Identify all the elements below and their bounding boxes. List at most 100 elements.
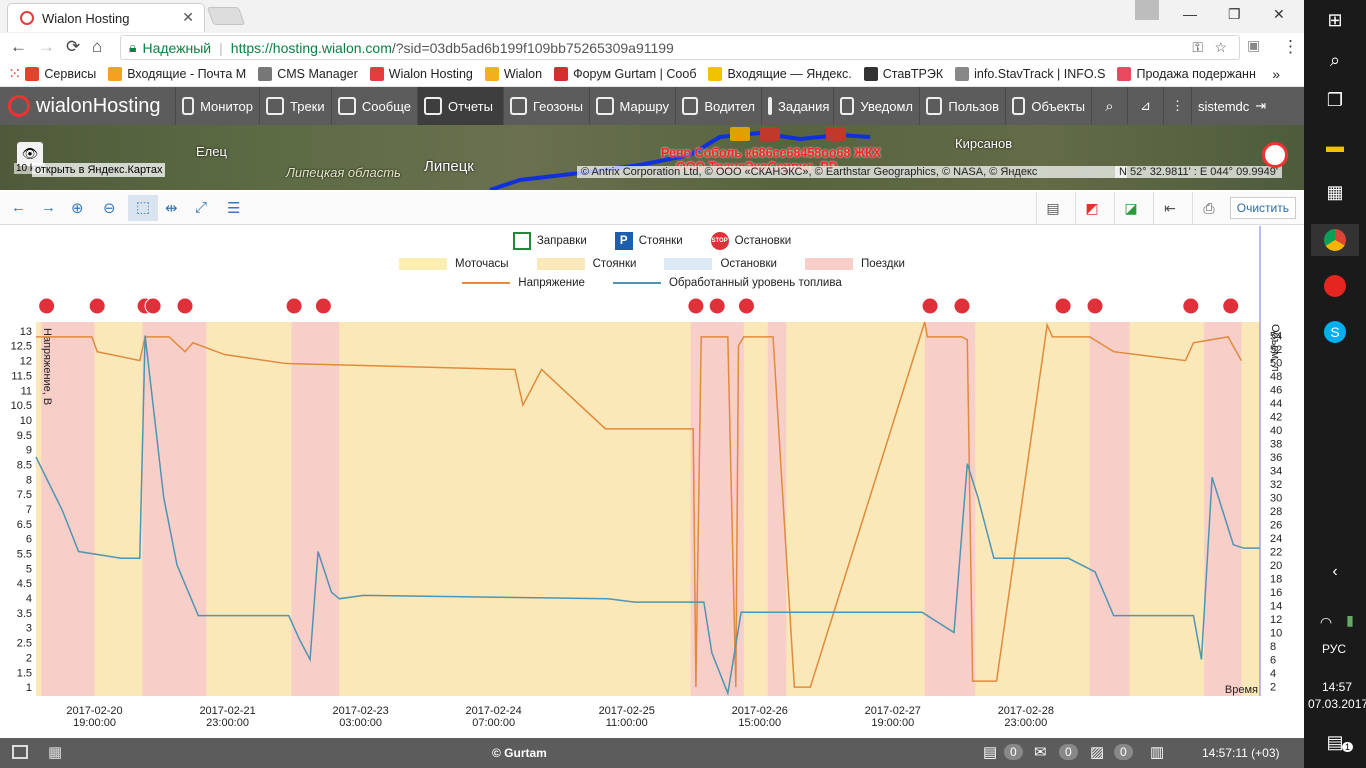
legend-fuel[interactable]: Заправки [512, 232, 587, 250]
apps-grid-icon[interactable]: ⁙ [8, 66, 22, 83]
x-zoom-icon[interactable]: ⇹ [165, 200, 178, 217]
settings-button[interactable]: ⋮ [1164, 87, 1192, 125]
messages-icon[interactable]: ▤ [983, 744, 998, 761]
stop-marker-icon[interactable] [708, 297, 726, 315]
task-view-icon[interactable]: ❐ [1326, 89, 1344, 110]
stop-marker-icon[interactable] [1182, 297, 1200, 315]
nav-item[interactable]: Монитор [176, 87, 260, 125]
export-xls-icon[interactable]: ◪ [1114, 192, 1147, 225]
minimize-icon[interactable]: — [1183, 6, 1197, 22]
search-icon[interactable]: ⌕ [1329, 49, 1341, 70]
legend-parking[interactable]: P Стоянки [614, 232, 683, 250]
logout-icon[interactable]: ⇥ [1255, 98, 1267, 113]
fit-icon[interactable]: ⤢ [195, 199, 208, 216]
zoom-out-icon[interactable]: ⊖ [103, 200, 116, 217]
star-icon[interactable]: ☆ [1214, 39, 1227, 55]
legend-series-item[interactable]: Обработанный уровень топлива [612, 277, 842, 289]
back-to-list-icon[interactable]: ⇤ [1153, 192, 1186, 225]
unit-icons[interactable] [730, 127, 860, 143]
unit-label-1[interactable]: Рено Соболь к686се68458оо68 ЖКХ [661, 146, 882, 160]
bookmark-item[interactable]: info.StavTrack | INFO.S [955, 67, 1105, 81]
back-arrow-icon[interactable]: ← [11, 199, 26, 216]
print-icon[interactable]: ⎙ [1192, 192, 1225, 225]
list-icon[interactable]: ☰ [227, 200, 241, 217]
images-icon[interactable]: ▨ [1090, 744, 1105, 761]
bookmark-item[interactable]: Wialon Hosting [369, 67, 473, 81]
bookmark-item[interactable]: Форум Gurtam | Сооб [554, 67, 696, 81]
stop-marker-icon[interactable] [88, 297, 106, 315]
browser-tab[interactable]: Wialon Hosting ✕ [7, 3, 205, 32]
stop-marker-icon[interactable] [38, 297, 56, 315]
legend-interval[interactable]: Стоянки [536, 258, 636, 270]
legend-interval[interactable]: Остановки [664, 258, 777, 270]
back-icon[interactable]: ← [10, 37, 27, 56]
bookmark-item[interactable]: Сервисы [25, 67, 96, 81]
stop-marker-icon[interactable] [285, 297, 303, 315]
clock-date[interactable]: 07.03.2017 [1308, 697, 1366, 711]
profile-icon[interactable] [1135, 0, 1159, 20]
layers-toggle[interactable]: 👁︎ [17, 142, 43, 166]
address-bar[interactable]: 🔒︎ Надежный | https://hosting.wialon.com… [120, 35, 1240, 60]
search-button[interactable]: ⌕ [1092, 87, 1128, 125]
nav-item[interactable]: Маршру [590, 87, 676, 125]
skype-icon[interactable]: S [1319, 316, 1351, 348]
stop-marker-icon[interactable] [921, 297, 939, 315]
stop-marker-icon[interactable] [1054, 297, 1072, 315]
fuel-series-line[interactable] [35, 335, 1260, 697]
truck-icon[interactable] [826, 127, 846, 141]
open-yandex-link[interactable]: открыть в Яндекс.Картах [32, 163, 166, 177]
nav-item[interactable]: Треки [260, 87, 332, 125]
language-indicator[interactable]: РУС [1322, 642, 1347, 656]
yandex-browser-icon[interactable] [1319, 270, 1351, 302]
forward-icon[interactable]: → [38, 37, 55, 56]
close-window-icon[interactable]: ✕ [1273, 6, 1285, 22]
calculator-icon[interactable]: ▦ [1326, 181, 1344, 202]
truck-icon[interactable] [760, 127, 780, 141]
nav-item[interactable]: Задания [762, 87, 834, 125]
nav-item[interactable]: Водител [676, 87, 762, 125]
new-tab-button[interactable] [206, 7, 246, 25]
legend-interval[interactable]: Поездки [804, 258, 905, 270]
stop-marker-icon[interactable] [314, 297, 332, 315]
select-zoom-icon[interactable]: ⬚ [128, 195, 158, 221]
export-html-icon[interactable]: ▤ [1036, 192, 1069, 225]
start-icon[interactable]: ⊞ [1327, 9, 1343, 30]
zoom-in-icon[interactable]: ⊕ [71, 200, 84, 217]
nav-item[interactable]: Отчеты [418, 87, 504, 125]
tab-close-icon[interactable]: ✕ [182, 9, 194, 25]
stop-marker-icon[interactable] [176, 297, 194, 315]
wifi-icon[interactable]: ◠ [1319, 613, 1333, 630]
wialon-logo[interactable]: wialonHosting [0, 87, 176, 125]
explorer-icon[interactable]: ▬ [1326, 135, 1344, 156]
legend-series-item[interactable]: Напряжение [462, 277, 585, 289]
menu-icon[interactable]: ⋮ [1282, 37, 1299, 56]
nav-item[interactable]: Объекты [1006, 87, 1092, 125]
stop-marker-icon[interactable] [1086, 297, 1104, 315]
tools-button[interactable]: ⊿ [1128, 87, 1164, 125]
chrome-icon[interactable] [1311, 224, 1359, 256]
bookmark-item[interactable]: CMS Manager [258, 67, 358, 81]
stop-marker-icon[interactable] [144, 297, 162, 315]
forward-arrow-icon[interactable]: → [41, 199, 56, 216]
notifications-icon[interactable]: ✉ [1034, 744, 1047, 761]
nav-item[interactable]: Пользов [920, 87, 1006, 125]
maximize-icon[interactable]: ❐ [1228, 6, 1241, 22]
panel-icon[interactable]: ▥ [1150, 744, 1165, 761]
bookmark-item[interactable]: Wialon [484, 67, 542, 81]
export-pdf-icon[interactable]: ◩ [1075, 192, 1108, 225]
home-icon[interactable]: ⌂ [92, 37, 103, 56]
expand-tray-icon[interactable]: ‹ [1332, 563, 1338, 580]
layout-icon[interactable] [12, 745, 28, 759]
key-icon[interactable]: ⚿ [1192, 39, 1203, 55]
bookmark-item[interactable]: Входящие - Почта М [108, 67, 246, 81]
voltage-series-line[interactable] [36, 321, 1243, 688]
stop-marker-icon[interactable] [737, 297, 755, 315]
truck-icon[interactable] [730, 127, 750, 141]
legend-stops[interactable]: STOP Остановки [710, 232, 791, 250]
nav-item[interactable]: Сообще [332, 87, 418, 125]
bookmark-item[interactable]: Входящие — Яндекс. [708, 67, 852, 81]
stop-marker-icon[interactable] [953, 297, 971, 315]
chart-svg[interactable]: 11.522.533.544.555.566.577.588.599.51010… [0, 226, 1304, 738]
nav-item[interactable]: Уведомл [834, 87, 920, 125]
action-center-icon[interactable]: ▤ [1326, 731, 1344, 752]
